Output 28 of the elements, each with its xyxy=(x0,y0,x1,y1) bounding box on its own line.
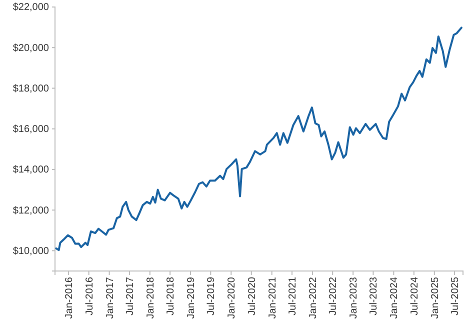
x-tick-label: Jul-2017 xyxy=(124,276,136,316)
x-tick-label: Jan-2025 xyxy=(430,276,441,319)
x-tick-label: Jan-2021 xyxy=(267,276,278,319)
y-tick-label: $12,000 xyxy=(12,205,50,216)
x-tick-label: Jul-2021 xyxy=(287,276,298,316)
line-series xyxy=(55,26,462,252)
x-tick-label: Jan-2019 xyxy=(186,276,198,319)
y-tick-label: $14,000 xyxy=(12,164,50,176)
x-tick-label: Jul-2020 xyxy=(246,276,258,316)
x-tick-label: Jan-2018 xyxy=(145,276,156,319)
x-tick-label: Jan-2016 xyxy=(64,276,76,319)
x-tick-label: Jan-2017 xyxy=(104,276,116,319)
y-tick-label: $18,000 xyxy=(12,83,50,94)
y-tick-label: $22,000 xyxy=(12,2,50,14)
x-tick-label: Jul-2022 xyxy=(328,276,340,316)
y-tick-label: $20,000 xyxy=(12,42,50,54)
y-tick-label: $10,000 xyxy=(12,246,50,257)
x-tick-label: Jan-2022 xyxy=(308,276,319,319)
x-tick-label: Jul-2024 xyxy=(409,276,420,316)
x-tick-label: Jul-2025 xyxy=(450,276,462,316)
x-tick-label: Jan-2024 xyxy=(389,276,400,319)
y-tick-label: $16,000 xyxy=(12,124,50,136)
x-tick-label: Jul-2019 xyxy=(206,276,218,316)
x-tick-label: Jan-2023 xyxy=(348,276,360,319)
x-tick-label: Jul-2023 xyxy=(368,276,380,316)
x-tick-label: Jul-2016 xyxy=(84,276,96,316)
x-tick-label: Jul-2018 xyxy=(166,276,177,316)
x-tick-label: Jan-2020 xyxy=(226,276,238,319)
